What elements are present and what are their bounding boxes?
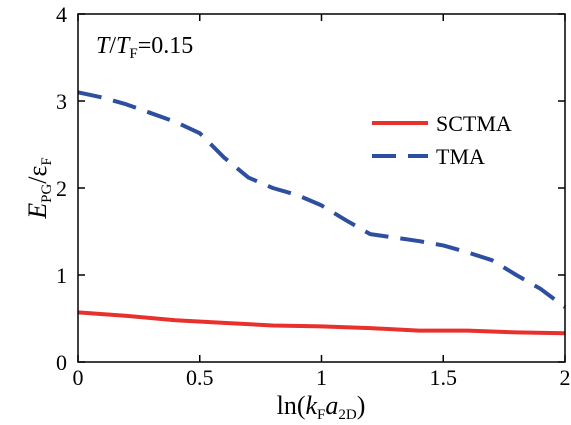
- annotation-t2: T: [116, 33, 131, 59]
- y-label-e: E: [23, 203, 52, 220]
- x-label-post: ): [357, 391, 366, 420]
- annotation-text: T/TF=0.15: [96, 33, 193, 62]
- x-tick-label: 0: [73, 365, 84, 390]
- legend-label-tma: TMA: [436, 144, 485, 169]
- tick-labels: 0 0.5 1 1.5 2 0 1 2 3 4: [56, 2, 571, 390]
- x-tick-label: 2: [560, 365, 571, 390]
- y-axis-label: EPG/εF: [23, 157, 55, 220]
- annotation-t: T: [96, 33, 111, 59]
- x-label-a: a: [325, 391, 338, 420]
- y-tick-label: 2: [56, 176, 67, 201]
- y-tick-label: 3: [56, 89, 67, 114]
- axis-ticks: [77, 13, 566, 363]
- y-label-eps-sub: F: [39, 157, 55, 165]
- x-tick-label: 1.5: [430, 365, 458, 390]
- x-axis-label: ln(kFa2D): [277, 391, 366, 423]
- plot-frame: [77, 13, 566, 363]
- x-label-pre: ln(: [277, 391, 306, 420]
- y-label-eps: ε: [23, 165, 52, 176]
- legend: SCTMA TMA: [372, 111, 512, 169]
- series-line-sctma: [77, 310, 566, 336]
- y-tick-label: 1: [56, 263, 67, 288]
- annotation-slash: /: [109, 33, 116, 59]
- y-label-slash: /: [23, 176, 52, 184]
- series-line-tma: [77, 90, 567, 309]
- annotation-value: =0.15: [138, 33, 194, 59]
- y-tick-label: 0: [56, 350, 67, 375]
- y-label-e-sub: PG: [39, 184, 55, 203]
- annotation-t2-sub: F: [129, 46, 137, 62]
- y-tick-label: 4: [56, 2, 67, 27]
- x-tick-label: 1: [316, 365, 327, 390]
- x-label-k: k: [305, 391, 317, 420]
- x-label-a-sub: 2D: [338, 407, 357, 423]
- x-tick-label: 0.5: [186, 365, 214, 390]
- series-layer: [77, 90, 567, 336]
- legend-label-sctma: SCTMA: [436, 111, 512, 136]
- x-label-k-sub: F: [317, 407, 325, 423]
